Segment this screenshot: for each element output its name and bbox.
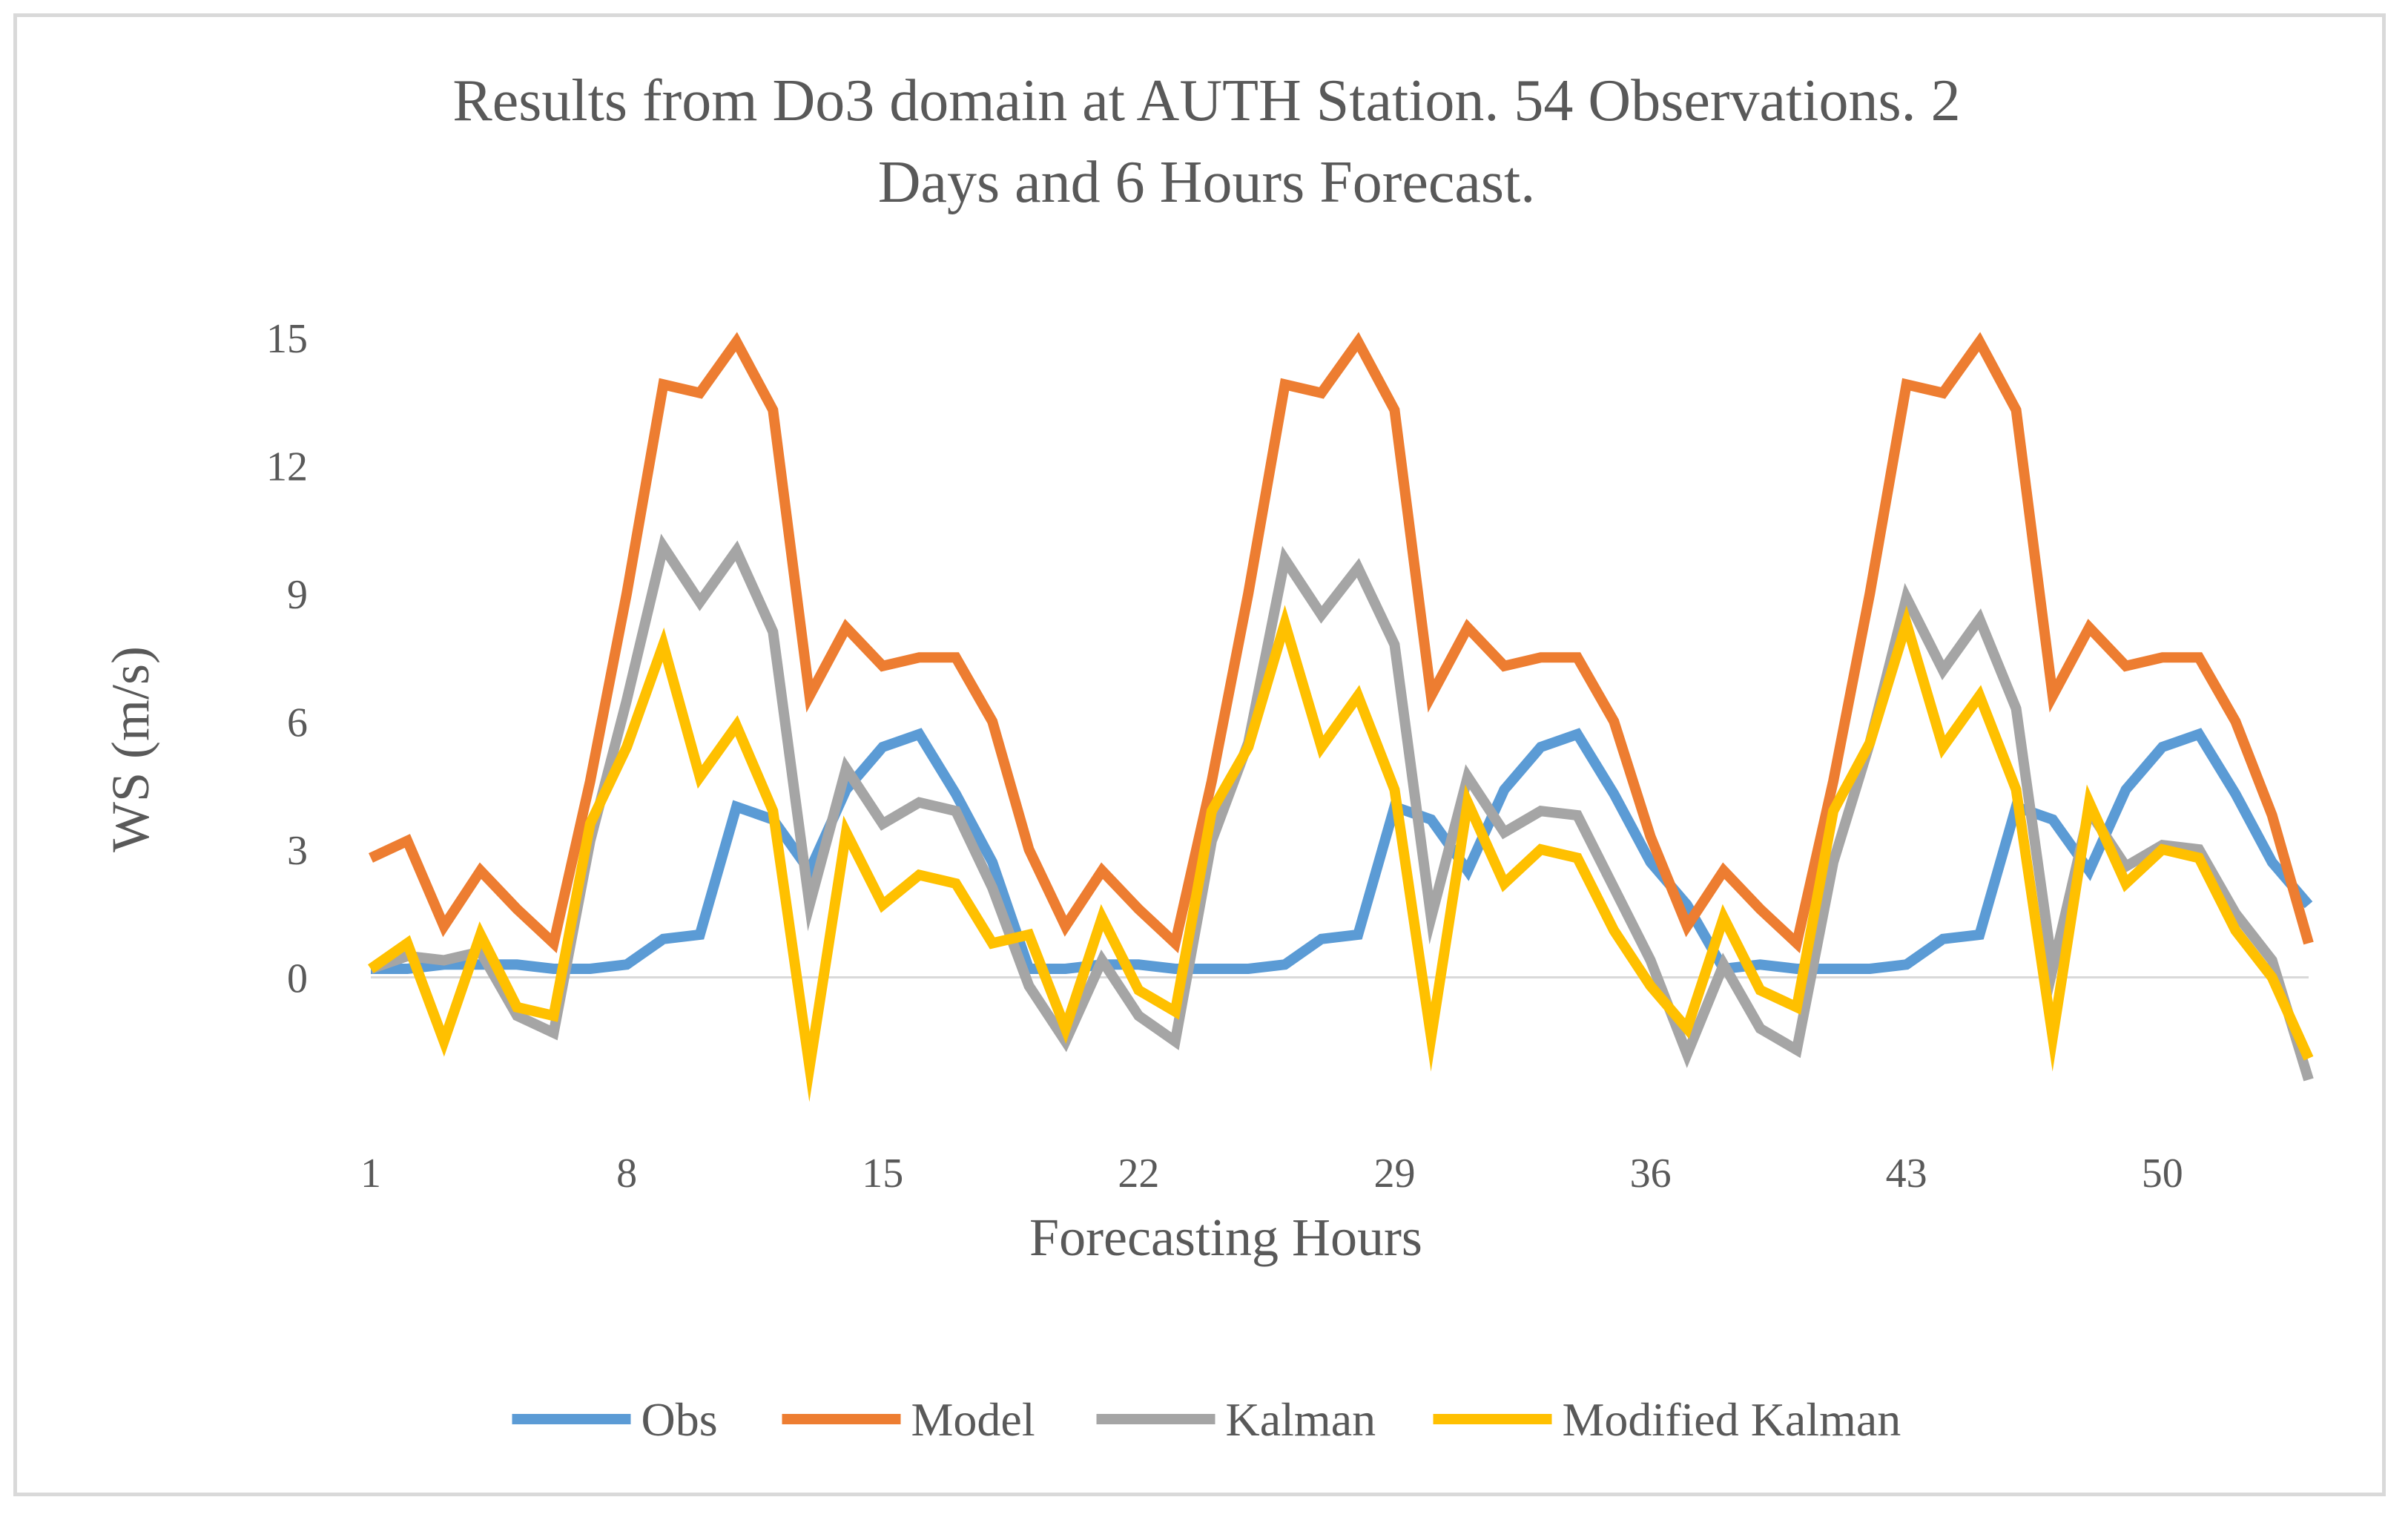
series-line-modified-kalman	[367, 605, 2314, 1102]
x-axis-ticks: 1 8 15 22 29 36 43 50	[360, 1151, 2183, 1197]
y-axis-title: WS (m/s)	[101, 646, 160, 852]
y-axis-ticks: 0 3 6 9 12 15	[266, 316, 308, 1002]
x-tick-label: 8	[616, 1151, 637, 1197]
y-tick-label: 3	[287, 828, 308, 874]
legend-label-kalman: Kalman	[1226, 1393, 1376, 1446]
chart-title-line-2: Days and 6 Hours Forecast.	[878, 150, 1535, 215]
legend-label-obs: Obs	[641, 1393, 718, 1446]
x-tick-label: 22	[1118, 1151, 1159, 1197]
y-tick-label: 0	[287, 956, 308, 1002]
y-tick-label: 6	[287, 700, 308, 746]
y-tick-label: 12	[266, 444, 308, 490]
x-tick-label: 29	[1373, 1151, 1415, 1197]
x-tick-label: 15	[862, 1151, 903, 1197]
y-tick-label: 15	[266, 316, 308, 362]
plot-area	[367, 332, 2314, 1102]
legend: Obs Model Kalman Modified Kalman	[512, 1393, 1901, 1446]
legend-label-modified-kalman: Modified Kalman	[1563, 1393, 1901, 1446]
series-line-model	[369, 332, 2314, 953]
y-tick-label: 9	[287, 572, 308, 618]
x-tick-label: 1	[360, 1151, 381, 1197]
series-line-obs	[371, 728, 2313, 975]
x-axis-title: Forecasting Hours	[1029, 1208, 1422, 1267]
x-tick-label: 43	[1886, 1151, 1927, 1197]
x-tick-label: 36	[1630, 1151, 1672, 1197]
series-line-kalman	[369, 533, 2314, 1082]
legend-label-model: Model	[911, 1393, 1035, 1446]
chart-title-line-1: Results from Do3 domain at AUTH Station.…	[452, 68, 1960, 134]
x-tick-label: 50	[2142, 1151, 2183, 1197]
chart-frame	[13, 13, 2386, 1496]
